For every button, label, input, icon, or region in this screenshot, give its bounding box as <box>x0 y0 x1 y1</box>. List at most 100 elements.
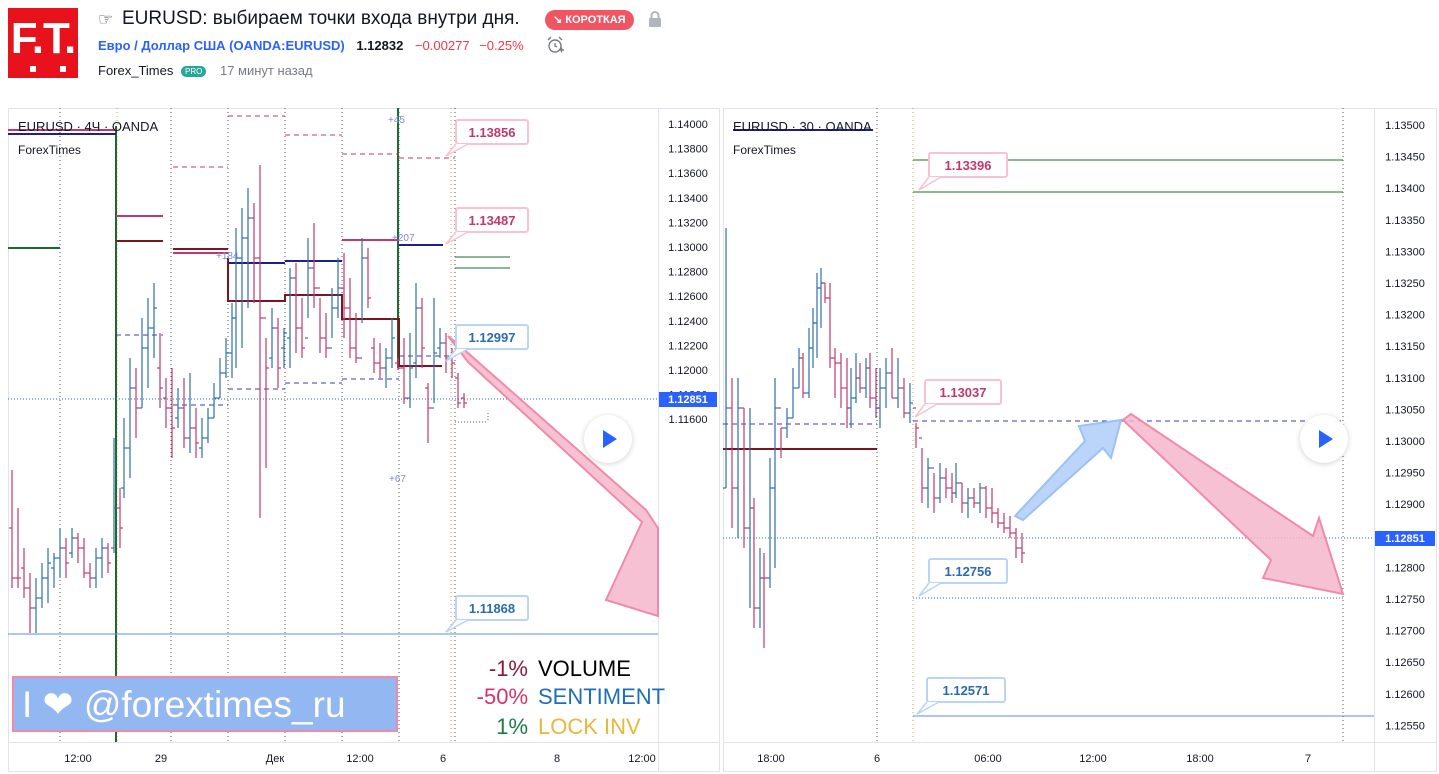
price-axis-label: 1.13250 <box>1385 278 1425 290</box>
legend-label: SENTIMENT <box>538 684 666 709</box>
price-axis-label: 1.14000 <box>668 119 708 131</box>
price-axis-label: 1.13350 <box>1385 215 1425 227</box>
time-axis-label: 12:00 <box>1079 753 1107 765</box>
price-axis-label: 1.12400 <box>668 316 708 328</box>
play-button[interactable] <box>1300 415 1348 463</box>
short-badge: ↘ КОРОТКАЯ <box>545 10 634 30</box>
price-axis-label: 1.13300 <box>1385 246 1425 258</box>
svg-text:+184: +184 <box>216 251 239 262</box>
promo-banner: I ❤ @forextimes_ru <box>12 676 398 732</box>
play-button[interactable] <box>584 415 632 463</box>
svg-text:+45: +45 <box>388 115 405 126</box>
callout-1-12571: 1.12571 <box>916 677 1006 715</box>
chart-title: EURUSD · 4Ч · OANDA <box>18 119 159 134</box>
symbol-link[interactable]: Евро / Доллар США (OANDA:EURUSD) <box>98 38 345 53</box>
time-axis-label: 06:00 <box>974 753 1002 765</box>
callout-1-13856: 1.13856 <box>445 119 529 157</box>
price-axis-label: 1.13150 <box>1385 341 1425 353</box>
callout-1-13487: 1.13487 <box>445 207 529 245</box>
svg-text:1.13856: 1.13856 <box>469 125 516 140</box>
logo: F.T. <box>8 8 78 78</box>
svg-text:1.13487: 1.13487 <box>469 213 516 228</box>
chart-subtitle: ForexTimes <box>18 143 81 157</box>
hand-point-right-icon: ☞ <box>98 10 114 29</box>
chart-4h-canvas[interactable]: 1.13856 1.13487 1.12997 1.11868 +45 +184 <box>8 108 720 772</box>
price-axis-label: 1.12600 <box>1385 689 1425 701</box>
callout-1-12756: 1.12756 <box>918 558 1008 597</box>
svg-text:1.13037: 1.13037 <box>940 385 987 400</box>
idea-title: EURUSD: выбираем точки входа внутри дня. <box>122 8 520 29</box>
price-axis-label: 1.12550 <box>1385 720 1425 732</box>
callout-1-11868: 1.11868 <box>445 595 529 633</box>
lock-icon[interactable] <box>648 11 662 27</box>
time-axis-label: 29 <box>155 753 167 765</box>
price-axis-label: 1.12700 <box>1385 626 1425 638</box>
price-axis-label: 1.13400 <box>668 193 708 205</box>
price-axis-label: 1.13400 <box>1385 183 1425 195</box>
price-axis-label: 1.13600 <box>668 168 708 180</box>
legend-value: -1% <box>488 656 528 681</box>
time-axis-label: 12:00 <box>346 753 374 765</box>
symbol-change-percent: −0.25% <box>479 38 524 53</box>
price-axis-label: 1.11600 <box>669 414 708 426</box>
callout-1-13396: 1.13396 <box>918 152 1008 191</box>
symbol-change: −0.00277 <box>414 38 470 53</box>
price-axis-label: 1.12650 <box>1385 657 1425 669</box>
svg-text:1.13396: 1.13396 <box>945 158 992 173</box>
price-axis-label: 1.12000 <box>668 365 708 377</box>
time-axis-label: 7 <box>1305 753 1311 765</box>
price-axis-label: 1.13800 <box>668 144 708 156</box>
price-axis-label: 1.12800 <box>668 267 708 279</box>
svg-text:1.12756: 1.12756 <box>945 564 992 579</box>
price-axis-label: 1.12950 <box>1385 468 1425 480</box>
time-axis-label: 12:00 <box>628 753 656 765</box>
svg-text:1.12997: 1.12997 <box>469 330 516 345</box>
svg-text:1.12851: 1.12851 <box>1385 533 1425 545</box>
price-axis-label: 1.13000 <box>668 242 708 254</box>
chart-subtitle: ForexTimes <box>733 143 796 157</box>
price-axis-label: 1.13500 <box>1385 120 1425 132</box>
svg-text:+207: +207 <box>392 233 415 244</box>
price-axis-label: 1.13000 <box>1385 436 1425 448</box>
pro-badge: PRO <box>181 66 207 78</box>
legend-label: LOCK INV <box>538 714 641 739</box>
time-axis-label: 12:00 <box>64 753 92 765</box>
price-axis-label: 1.12200 <box>668 340 708 352</box>
time-axis-label: 18:00 <box>1186 753 1214 765</box>
time-axis-label: 18:00 <box>757 753 785 765</box>
symbol-line: Евро / Доллар США (OANDA:EURUSD) 1.12832… <box>98 38 524 53</box>
price-axis-label: 1.12600 <box>668 291 708 303</box>
svg-text:+67: +67 <box>389 474 406 485</box>
price-axis-label: 1.13450 <box>1385 152 1425 164</box>
svg-text:1.12851: 1.12851 <box>668 394 708 406</box>
time-axis-label: 8 <box>554 753 560 765</box>
price-axis-label: 1.12900 <box>1385 499 1425 511</box>
author-name[interactable]: Forex_Times <box>98 63 174 78</box>
callout-1-12997: 1.12997 <box>445 324 529 362</box>
legend-label: VOLUME <box>538 656 631 681</box>
legend-row: -50% SENTIMENT <box>477 684 665 710</box>
callout-1-13037: 1.13037 <box>914 379 1002 418</box>
alarm-clock-icon[interactable] <box>546 36 564 54</box>
current-price-tag <box>1375 531 1435 546</box>
legend-value: 1% <box>496 714 528 739</box>
price-axis-label: 1.13100 <box>1385 373 1425 385</box>
legend-value: -50% <box>476 684 528 709</box>
current-price-tag <box>659 392 717 407</box>
price-axis-label: 1.12750 <box>1385 594 1425 606</box>
price-axis-label: 1.12800 <box>1385 562 1425 574</box>
svg-text:1.12571: 1.12571 <box>943 683 990 698</box>
symbol-price: 1.12832 <box>356 38 404 53</box>
time-axis-label: Дек <box>266 753 285 765</box>
svg-text:1.11868: 1.11868 <box>469 601 515 616</box>
chart-4h[interactable]: 1.13856 1.13487 1.12997 1.11868 +45 +184 <box>8 108 720 772</box>
chart-30m[interactable]: 1.13396 1.13037 1.12756 1.12571 1.13500 1… <box>723 108 1437 772</box>
author-line: Forex_Times PRO 17 минут назад <box>98 63 313 78</box>
chart-30m-canvas[interactable]: 1.13396 1.13037 1.12756 1.12571 1.13500 1… <box>723 108 1437 772</box>
price-axis-label: 1.13200 <box>1385 310 1425 322</box>
legend-row: 1% LOCK INV <box>496 714 641 740</box>
chart-title: EURUSD · 30 · OANDA <box>733 119 872 134</box>
time-ago: 17 минут назад <box>219 63 313 78</box>
time-axis-label: 6 <box>874 753 880 765</box>
price-axis-label: 1.13050 <box>1385 404 1425 416</box>
